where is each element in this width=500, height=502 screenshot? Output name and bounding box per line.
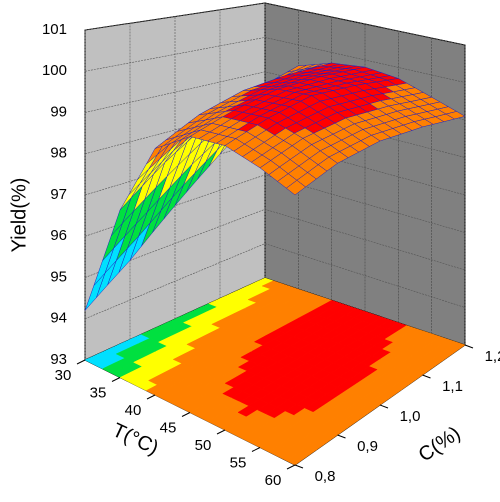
z-tick-label: 97	[50, 186, 67, 203]
labels-layer: 93 94 95 96 97 98 99 100 101 0,8 0,9 1,0 1,1 1,2 30 35 4…	[42, 21, 500, 489]
x-axis-label: T(°C)	[109, 419, 162, 459]
x-tick	[111, 377, 121, 382]
x-tick	[76, 359, 86, 365]
y-tick-label: 0,9	[357, 438, 378, 455]
y-tick	[294, 464, 304, 469]
x-tick	[181, 412, 191, 417]
x-tick-label: 30	[55, 367, 72, 384]
floor-layer	[84, 277, 466, 466]
x-tick	[251, 447, 261, 452]
x-tick-label: 55	[230, 454, 247, 471]
y-tick-label: 1,2	[485, 348, 500, 365]
x-tick-label: 60	[265, 472, 282, 489]
z-tick-label: 95	[50, 268, 67, 285]
x-tick	[286, 464, 296, 470]
surface-layer	[84, 62, 466, 311]
surface-cell	[285, 179, 307, 196]
x-tick-label: 45	[160, 419, 177, 436]
z-tick-label: 99	[50, 103, 67, 120]
y-axis-label: C(%)	[415, 422, 465, 466]
x-tick-label: 40	[125, 402, 142, 419]
z-tick-label: 93	[50, 351, 67, 368]
z-tick-label: 94	[50, 310, 67, 327]
x-tick	[146, 394, 156, 400]
z-axis-label: Yield(%)	[8, 178, 30, 253]
y-tick	[379, 404, 389, 409]
x-tick	[216, 429, 226, 435]
y-tick-label: 0,8	[315, 468, 336, 485]
x-tick-label: 50	[195, 437, 212, 454]
z-tick-label: 100	[42, 62, 67, 79]
y-tick-label: 1,1	[442, 378, 463, 395]
y-tick	[464, 344, 474, 349]
y-tick	[422, 374, 431, 379]
y-tick-label: 1,0	[400, 408, 421, 425]
y-tick	[337, 434, 346, 439]
z-tick-label: 96	[50, 227, 67, 244]
x-tick-label: 35	[90, 384, 107, 401]
z-tick-label: 98	[50, 145, 67, 162]
z-tick-label: 101	[42, 21, 67, 38]
